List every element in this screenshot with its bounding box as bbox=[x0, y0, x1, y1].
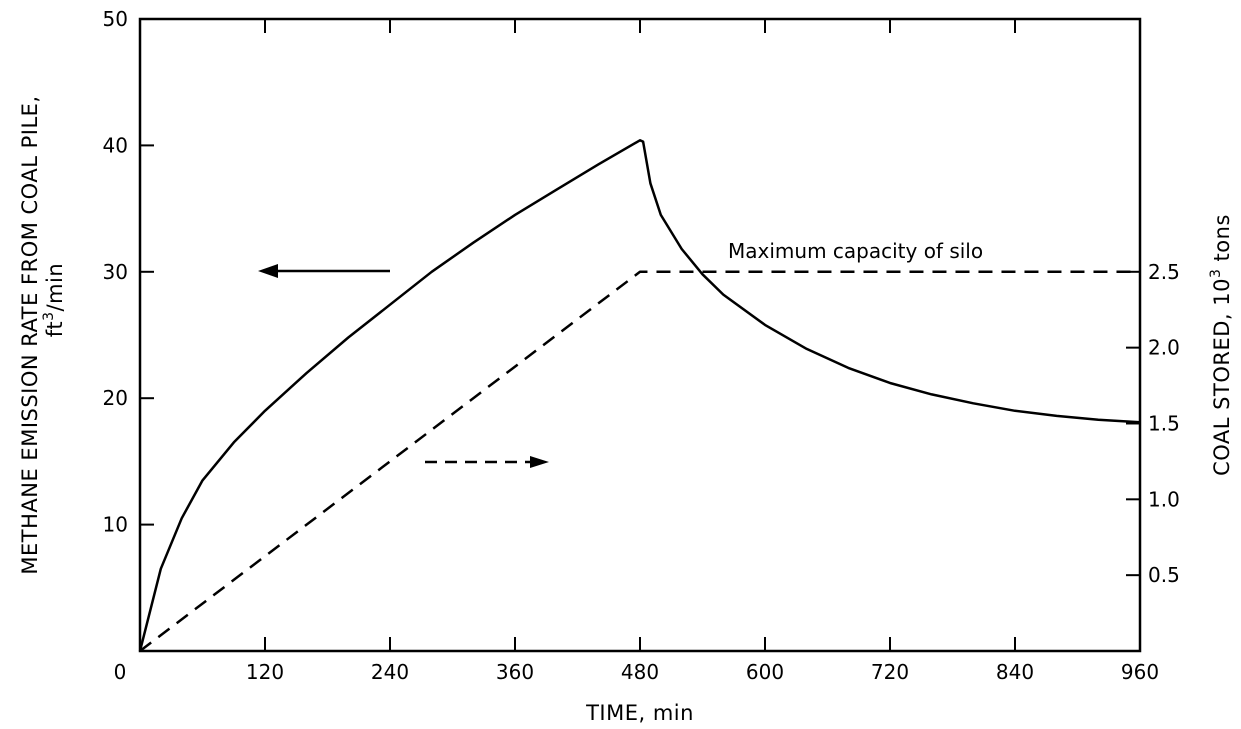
x-tick-label: 960 bbox=[1121, 660, 1159, 684]
methane-emission-line bbox=[138, 139, 1141, 652]
x-tick-label: 720 bbox=[871, 660, 909, 684]
y-right-title-sup: 3 bbox=[1208, 269, 1224, 278]
y-right-axis-title: COAL STORED, 103 tons bbox=[1208, 214, 1234, 476]
y-left-unit-prefix: ft bbox=[43, 321, 67, 337]
y-right-tick-label: 2.5 bbox=[1148, 260, 1180, 284]
indicator-arrows bbox=[258, 264, 549, 468]
x-tick-label: 360 bbox=[496, 660, 534, 684]
x-tick-label: 600 bbox=[746, 660, 784, 684]
y-left-tick-label: 20 bbox=[103, 386, 128, 410]
plot-frame bbox=[138, 17, 1142, 653]
y-left-tick-label: 40 bbox=[103, 133, 128, 157]
y-right-title-suffix: tons bbox=[1210, 214, 1234, 269]
y-right-tick-label: 1.5 bbox=[1148, 411, 1180, 435]
x-tick-label: 240 bbox=[371, 660, 409, 684]
y-right-tick-label: 1.0 bbox=[1148, 487, 1180, 511]
x-axis-title: TIME, min bbox=[585, 701, 694, 725]
y-left-unit-suffix: /min bbox=[43, 263, 67, 312]
silo-capacity-annotation: Maximum capacity of silo bbox=[728, 239, 983, 263]
x-tick-label: 480 bbox=[621, 660, 659, 684]
y-left-axis-title-line1: METHANE EMISSION RATE FROM COAL PILE, bbox=[18, 95, 42, 574]
y-left-unit-sup: 3 bbox=[41, 312, 57, 321]
x-tick-label: 0 bbox=[114, 660, 127, 684]
y-left-tick-label: 50 bbox=[103, 7, 128, 31]
y-left-tick-label: 30 bbox=[103, 260, 128, 284]
x-tick-label: 840 bbox=[996, 660, 1034, 684]
left-axis-arrow-head bbox=[258, 264, 278, 278]
y-right-title-prefix: COAL STORED, 10 bbox=[1210, 278, 1234, 476]
x-tick-label: 120 bbox=[246, 660, 284, 684]
right-axis-arrow-head bbox=[530, 456, 549, 468]
y-left-axis-title-line2: ft3/min bbox=[41, 263, 67, 337]
series-layer bbox=[138, 139, 1141, 652]
y-right-tick-label: 0.5 bbox=[1148, 563, 1180, 587]
y-left-axis-ticks: 10 20 30 40 50 bbox=[103, 7, 154, 537]
y-right-axis-ticks: 0.5 1.0 1.5 2.0 2.5 bbox=[1126, 260, 1180, 587]
coal-stored-line bbox=[139, 270, 1140, 652]
x-axis-ticks: 0 120 240 360 480 600 720 840 960 bbox=[114, 19, 1159, 684]
y-left-tick-label: 10 bbox=[103, 513, 128, 537]
y-right-tick-label: 2.0 bbox=[1148, 336, 1180, 360]
